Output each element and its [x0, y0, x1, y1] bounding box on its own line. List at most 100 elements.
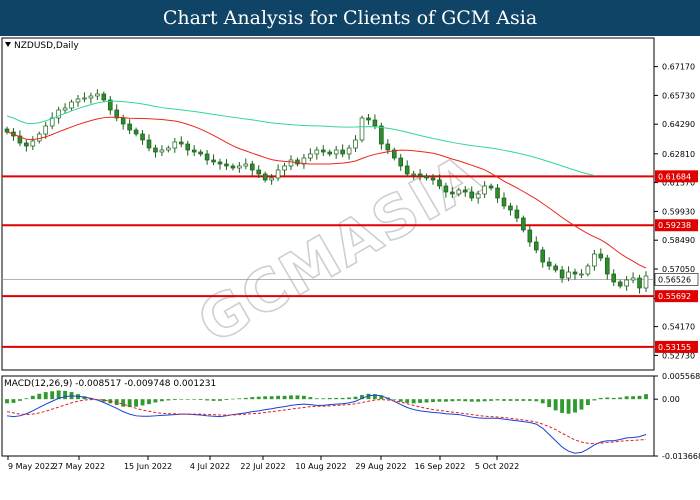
macd-histogram-bar — [63, 390, 68, 400]
macd-histogram-bar — [566, 399, 571, 414]
candle — [585, 265, 591, 275]
candle — [320, 149, 326, 153]
candle — [308, 153, 313, 159]
chart-header: Chart Analysis for Clients of GCM Asia — [0, 0, 700, 36]
macd-histogram-bar — [469, 399, 474, 402]
macd-histogram-bar — [534, 399, 539, 402]
macd-histogram-bar — [321, 398, 326, 400]
candle — [475, 193, 481, 199]
macd-histogram-bar — [579, 399, 584, 410]
macd-histogram-bar — [514, 399, 519, 401]
macd-histogram-bar — [521, 399, 526, 401]
candle — [617, 281, 623, 287]
macd-histogram-bar — [11, 399, 16, 403]
macd-histogram-bar — [179, 399, 184, 400]
candle — [24, 142, 29, 147]
candle — [166, 147, 171, 151]
candle — [462, 189, 468, 193]
candle — [501, 197, 507, 207]
candle — [495, 187, 500, 199]
candle — [469, 191, 475, 199]
header-title: Chart Analysis for Clients of GCM Asia — [162, 7, 538, 29]
candle — [359, 117, 365, 141]
candle — [488, 185, 494, 189]
macd-histogram-bar — [418, 399, 423, 403]
macd-histogram-bar — [37, 393, 42, 400]
candle — [69, 101, 74, 109]
price-axis-label: 0.52730 — [662, 351, 695, 360]
macd-histogram-bar — [5, 399, 9, 404]
date-axis-label: 16 Sep 2022 — [415, 462, 466, 471]
candle — [114, 109, 120, 119]
price-axis-label: 0.62810 — [662, 150, 695, 159]
candle — [366, 117, 371, 121]
candle — [146, 139, 152, 149]
candle — [579, 273, 584, 276]
macd-histogram-bar — [218, 399, 222, 401]
candle — [404, 165, 410, 175]
level-label-box — [655, 219, 698, 232]
chart-canvas: GCMASIA 0.67170 0.65730 0.64290 0.62810 0.61… — [1, 37, 700, 471]
level-label-box — [655, 170, 698, 183]
candle — [327, 151, 333, 155]
date-axis-label: 10 Aug 2022 — [295, 462, 346, 471]
candle — [637, 277, 642, 289]
macd-histogram-bar — [631, 396, 636, 400]
candle — [314, 149, 320, 155]
macd-histogram-bar — [450, 399, 455, 402]
candle — [340, 149, 345, 155]
level-label: 0.55692 — [658, 292, 691, 301]
candle — [30, 140, 36, 147]
current-price-label: 0.56526 — [658, 275, 691, 284]
candle — [456, 189, 462, 195]
macd-histogram-bar — [327, 397, 332, 400]
level-label: 0.53155 — [658, 343, 691, 352]
macd-title: MACD(12,26,9) -0.008517 -0.009748 0.0012… — [4, 379, 216, 389]
candle — [185, 143, 191, 151]
macd-histogram-bar — [256, 396, 261, 400]
macd-histogram-bar — [540, 399, 545, 404]
macd-histogram-bar — [166, 399, 171, 401]
macd-histogram-bar — [17, 399, 22, 401]
macd-axis-label: 0.00 — [662, 395, 680, 404]
candle — [82, 97, 87, 100]
macd-histogram-bar — [605, 397, 610, 400]
candle — [643, 275, 649, 289]
candle — [437, 179, 442, 187]
macd-line — [6, 394, 647, 454]
candle — [527, 229, 533, 243]
macd-histogram-bar — [134, 399, 139, 407]
candle — [372, 119, 378, 127]
macd-histogram-bar — [230, 398, 235, 400]
macd-histogram-bar — [508, 399, 513, 401]
macd-histogram-bar — [159, 399, 164, 402]
macd-histogram-bar — [463, 399, 468, 402]
macd-histogram-bar — [140, 399, 145, 406]
macd-histogram-bar — [50, 391, 55, 400]
candle — [508, 205, 513, 211]
macd-histogram-bar — [527, 399, 532, 401]
macd-histogram-bar — [392, 399, 397, 400]
macd-histogram-bar — [282, 395, 287, 400]
price-chart-title: NZDUSD,Daily — [14, 41, 79, 51]
candle — [333, 149, 339, 155]
macd-histogram-bar — [250, 397, 255, 400]
candle — [4, 128, 10, 133]
current-price-box — [654, 273, 699, 286]
candle — [391, 149, 397, 159]
date-axis-label: 29 Aug 2022 — [355, 462, 406, 471]
macd-histogram-bar — [243, 397, 248, 400]
candle — [269, 177, 274, 181]
candle — [224, 163, 229, 167]
macd-histogram-bar — [185, 399, 190, 400]
date-axis-label: 5 Oct 2022 — [475, 462, 519, 471]
macd-histogram-bar — [334, 397, 339, 400]
candle — [288, 159, 294, 167]
candle — [533, 241, 539, 251]
candle — [262, 173, 268, 181]
macd-histogram-bar — [211, 399, 216, 401]
candle — [36, 133, 42, 142]
candle — [411, 173, 416, 176]
macd-histogram-bar — [372, 394, 377, 400]
price-axis-label: 0.64290 — [662, 120, 695, 129]
